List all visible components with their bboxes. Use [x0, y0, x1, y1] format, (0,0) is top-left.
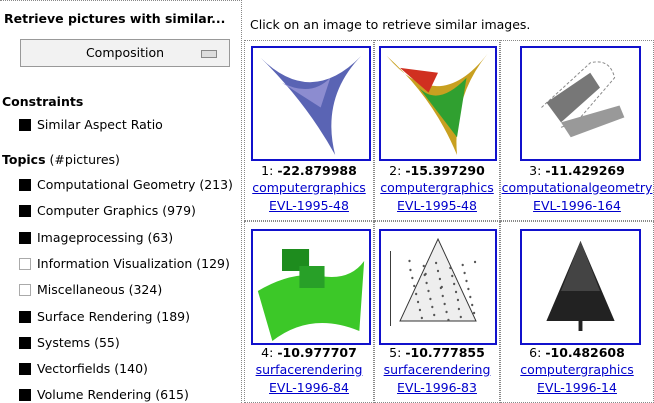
score-line: 2: -15.397290 [375, 163, 499, 178]
sidebar-title: Retrieve pictures with similar... [4, 11, 225, 26]
checkbox[interactable] [19, 205, 31, 217]
rank: 6: [529, 345, 541, 360]
category-link[interactable]: surfacerendering [256, 362, 363, 377]
checkbox[interactable] [19, 337, 31, 349]
score: -10.777855 [405, 345, 485, 360]
id-link[interactable]: EVL-1996-164 [533, 198, 621, 213]
page: Retrieve pictures with similar... Compos… [0, 0, 654, 403]
checkbox[interactable] [19, 119, 31, 131]
rank: 2: [389, 163, 401, 178]
thumbnail-art [522, 48, 639, 159]
instruction: Click on an image to retrieve similar im… [250, 17, 530, 32]
category-link[interactable]: computergraphics [252, 180, 366, 195]
rank: 1: [261, 163, 273, 178]
checkbox-label: Miscellaneous (324) [37, 282, 162, 297]
id-link[interactable]: EVL-1996-84 [269, 380, 349, 395]
sidebar: Retrieve pictures with similar... Compos… [0, 0, 242, 403]
checkbox-label: Computational Geometry (213) [37, 177, 233, 192]
checkbox[interactable] [19, 311, 31, 323]
thumbnail[interactable] [379, 229, 497, 345]
rank: 3: [529, 163, 541, 178]
category-link[interactable]: computergraphics [520, 362, 634, 377]
checkbox-label: Computer Graphics (979) [37, 203, 196, 218]
id-link[interactable]: EVL-1995-48 [269, 198, 349, 213]
thumbnail[interactable] [379, 46, 497, 161]
id-line: EVL-1996-83 [375, 380, 499, 395]
composition-button[interactable]: Composition [20, 39, 230, 67]
category-line: computergraphics [375, 180, 499, 195]
result-cell: 2: -15.397290 computergraphics EVL-1995-48 [374, 40, 500, 221]
thumbnail-art [381, 231, 495, 343]
score-line: 6: -10.482608 [501, 345, 653, 360]
id-link[interactable]: EVL-1996-83 [397, 380, 477, 395]
checkbox[interactable] [19, 179, 31, 191]
checkbox-label: Systems (55) [37, 335, 120, 350]
score-line: 1: -22.879988 [245, 163, 373, 178]
score: -11.429269 [545, 163, 625, 178]
score-line: 3: -11.429269 [501, 163, 653, 178]
category-link[interactable]: computergraphics [380, 180, 494, 195]
category-line: computationalgeometry [501, 180, 653, 195]
button-label: Composition [86, 45, 164, 60]
thumbnail[interactable] [520, 46, 641, 161]
checkbox-label: Surface Rendering (189) [37, 309, 190, 324]
category-link[interactable]: computationalgeometry [502, 180, 653, 195]
score-line: 4: -10.977707 [245, 345, 373, 360]
thumbnail[interactable] [251, 46, 371, 161]
category-line: computergraphics [245, 180, 373, 195]
result-cell: 6: -10.482608 computergraphics EVL-1996-14 [500, 221, 654, 403]
topics-heading: Topics [2, 152, 46, 167]
constraints-heading: Constraints [2, 94, 83, 109]
category-line: surfacerendering [245, 362, 373, 377]
id-line: EVL-1996-14 [501, 380, 653, 395]
result-cell: 1: -22.879988 computergraphics EVL-1995-48 [244, 40, 374, 221]
checkbox-label: Vectorfields (140) [37, 361, 148, 376]
id-line: EVL-1995-48 [245, 198, 373, 213]
id-link[interactable]: EVL-1996-14 [537, 380, 617, 395]
id-link[interactable]: EVL-1995-48 [397, 198, 477, 213]
result-cell: 4: -10.977707 surfacerendering EVL-1996-84 [244, 221, 374, 403]
result-cell: 5: -10.777855 surfacerendering EVL-1996-83 [374, 221, 500, 403]
score: -15.397290 [405, 163, 485, 178]
checkbox-label: Volume Rendering (615) [37, 387, 189, 402]
checkbox[interactable] [19, 363, 31, 375]
thumbnail-art [522, 231, 639, 343]
topics-heading-row: Topics (#pictures) [2, 152, 120, 167]
category-line: surfacerendering [375, 362, 499, 377]
thumbnail[interactable] [251, 229, 371, 345]
id-line: EVL-1995-48 [375, 198, 499, 213]
checkbox-label: Information Visualization (129) [37, 256, 230, 271]
category-line: computergraphics [501, 362, 653, 377]
rank: 5: [389, 345, 401, 360]
checkbox[interactable] [19, 232, 31, 244]
id-line: EVL-1996-164 [501, 198, 653, 213]
score: -10.482608 [545, 345, 625, 360]
score: -10.977707 [277, 345, 357, 360]
checkbox[interactable] [19, 258, 31, 270]
topics-subheading: (#pictures) [50, 152, 120, 167]
result-cell: 3: -11.429269 computationalgeometry EVL-19… [500, 40, 654, 221]
thumbnail-art [381, 48, 495, 159]
button-icon [201, 50, 217, 58]
rank: 4: [261, 345, 273, 360]
id-line: EVL-1996-84 [245, 380, 373, 395]
checkbox[interactable] [19, 389, 31, 401]
thumbnail[interactable] [520, 229, 641, 345]
checkbox-label: Similar Aspect Ratio [37, 117, 163, 132]
score-line: 5: -10.777855 [375, 345, 499, 360]
checkbox-label: Imageprocessing (63) [37, 230, 173, 245]
category-link[interactable]: surfacerendering [384, 362, 491, 377]
score: -22.879988 [277, 163, 357, 178]
thumbnail-art [253, 231, 369, 343]
thumbnail-art [253, 48, 369, 159]
checkbox[interactable] [19, 284, 31, 296]
